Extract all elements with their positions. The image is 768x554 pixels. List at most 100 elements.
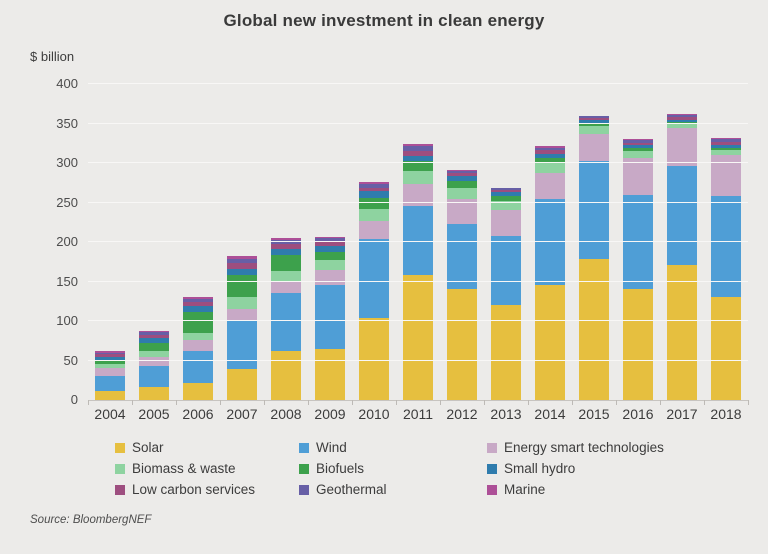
bar-2016 <box>623 139 653 400</box>
bar-segment-biofuels-2012 <box>447 181 477 189</box>
bar-slot-2005 <box>132 84 176 400</box>
y-tick-label-300: 300 <box>56 155 78 170</box>
bar-segment-geothermal-2006 <box>183 298 213 303</box>
bar-2009 <box>315 236 345 400</box>
legend-item-biofuels: Biofuels <box>299 461 487 476</box>
bar-segment-geothermal-2017 <box>667 114 697 118</box>
legend-swatch-biomass-waste <box>115 463 125 474</box>
bar-segment-biomass-waste-2010 <box>359 208 389 221</box>
bar-segment-low-carbon-services-2011 <box>403 151 433 156</box>
bar-segment-biomass-waste-2004 <box>95 363 125 369</box>
bar-segment-small-hydro-2011 <box>403 155 433 162</box>
x-label-2017: 2017 <box>666 406 698 422</box>
bar-slot-2014 <box>528 84 572 400</box>
bar-slot-2017 <box>660 84 704 400</box>
plot-area: 2004 2005 2006 2007 2008 2009 2010 2011 2012 2013… <box>56 76 749 422</box>
y-tick-label-0: 0 <box>70 392 78 407</box>
bar-slot-2008 <box>264 84 308 400</box>
bar-segment-wind-2018 <box>711 196 741 297</box>
x-tick-13 <box>660 400 661 405</box>
bar-segment-solar-2013 <box>491 305 521 400</box>
bar-segment-small-hydro-2012 <box>447 176 477 182</box>
y-tick-label-100: 100 <box>56 313 78 328</box>
bar-segment-marine-2007 <box>227 256 257 259</box>
bar-segment-solar-2009 <box>315 349 345 400</box>
bar-segment-solar-2012 <box>447 289 477 400</box>
bar-2010 <box>359 182 389 400</box>
legend-swatch-wind <box>299 442 309 453</box>
y-axis-unit-label: $ billion <box>30 49 75 64</box>
x-tick-1 <box>132 400 133 405</box>
bar-segment-biofuels-2009 <box>315 251 345 261</box>
gridline-200 <box>88 241 748 242</box>
bar-2004 <box>95 351 125 400</box>
bar-2013 <box>491 187 521 400</box>
bar-segment-marine-2017 <box>667 114 697 115</box>
bar-segment-energy-smart-technologies-2018 <box>711 155 741 197</box>
x-tick-3 <box>220 400 221 405</box>
x-label-2011: 2011 <box>402 406 434 422</box>
bar-2017 <box>667 114 697 400</box>
bar-segment-biomass-waste-2012 <box>447 188 477 199</box>
x-axis-line <box>88 400 748 401</box>
x-tick-9 <box>484 400 485 405</box>
bar-segment-biofuels-2018 <box>711 148 741 151</box>
bar-segment-low-carbon-services-2008 <box>271 244 301 250</box>
bar-segment-marine-2008 <box>271 238 301 240</box>
bar-segment-wind-2008 <box>271 292 301 352</box>
bar-segment-wind-2009 <box>315 285 345 350</box>
y-tick-label-50: 50 <box>63 352 78 368</box>
bar-segment-energy-smart-technologies-2009 <box>315 269 345 286</box>
legend-item-energy-smart-technologies: Energy smart technologies <box>487 440 755 455</box>
legend-label-energy-smart-technologies: Energy smart technologies <box>504 440 664 455</box>
legend-label-solar: Solar <box>132 440 164 455</box>
bar-slot-2009 <box>308 84 352 400</box>
x-tick-7 <box>396 400 397 405</box>
bar-segment-geothermal-2014 <box>535 148 565 151</box>
bar-2012 <box>447 170 477 400</box>
legend-swatch-geothermal <box>299 484 309 495</box>
bar-2011 <box>403 144 433 400</box>
bar-segment-marine-2012 <box>447 170 477 171</box>
legend-label-marine: Marine <box>504 482 546 497</box>
bar-segment-wind-2016 <box>623 195 653 290</box>
bar-segment-energy-smart-technologies-2012 <box>447 198 477 224</box>
x-label-2004: 2004 <box>94 406 126 422</box>
bar-segment-energy-smart-technologies-2007 <box>227 309 257 322</box>
bar-slot-2006 <box>176 84 220 400</box>
bar-segment-marine-2015 <box>579 115 609 117</box>
bar-2018 <box>711 137 741 400</box>
bar-segment-biofuels-2011 <box>403 161 433 171</box>
y-tick-label-150: 150 <box>56 273 78 289</box>
bar-2005 <box>139 330 169 400</box>
legend-swatch-small-hydro <box>487 463 497 474</box>
bar-segment-small-hydro-2015 <box>579 119 609 123</box>
legend-item-solar: Solar <box>115 440 299 455</box>
bar-segment-solar-2015 <box>579 258 609 400</box>
bar-segment-low-carbon-services-2018 <box>711 141 741 145</box>
bar-segment-marine-2009 <box>315 236 345 239</box>
bar-segment-low-carbon-services-2005 <box>139 335 169 339</box>
bar-2006 <box>183 297 213 400</box>
bar-segment-small-hydro-2004 <box>95 356 125 360</box>
x-label-2012: 2012 <box>446 406 478 422</box>
bar-segment-wind-2013 <box>491 236 521 306</box>
legend-swatch-low-carbon-services <box>115 484 125 495</box>
bar-segment-small-hydro-2013 <box>491 192 521 197</box>
bar-segment-biomass-waste-2015 <box>579 125 609 134</box>
legend-item-small-hydro: Small hydro <box>487 461 755 476</box>
bar-slot-2011 <box>396 84 440 400</box>
bar-segment-solar-2016 <box>623 289 653 400</box>
bar-segment-marine-2011 <box>403 144 433 147</box>
x-tick-5 <box>308 400 309 405</box>
bar-segment-geothermal-2010 <box>359 183 389 188</box>
legend-item-wind: Wind <box>299 440 487 455</box>
y-tick-label-200: 200 <box>56 234 78 249</box>
bar-segment-small-hydro-2008 <box>271 249 301 256</box>
x-tick-4 <box>264 400 265 405</box>
x-label-2006: 2006 <box>182 406 214 422</box>
bar-segment-marine-2004 <box>95 351 125 353</box>
bar-segment-wind-2015 <box>579 160 609 259</box>
bar-segment-wind-2014 <box>535 198 565 286</box>
